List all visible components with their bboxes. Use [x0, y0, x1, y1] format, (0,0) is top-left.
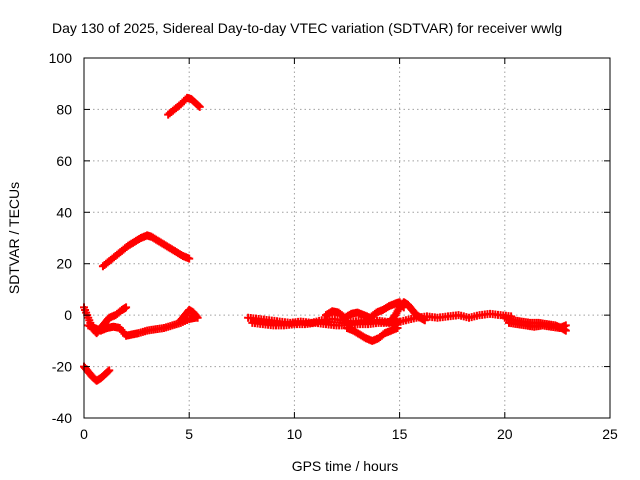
data-point	[393, 324, 402, 332]
data-point	[395, 317, 404, 326]
series-arc-long-b	[248, 317, 404, 330]
data-point	[185, 254, 194, 263]
data-point	[193, 313, 202, 322]
grid	[84, 58, 610, 418]
data-point	[195, 102, 204, 111]
y-tick-label: -20	[52, 359, 72, 375]
data-point	[105, 366, 114, 375]
y-axis-label: SDTVAR / TECUs	[6, 182, 22, 294]
ticks: 0 5 10 15 20 25 -40 -20 0 20 40 60 80 100	[49, 50, 618, 442]
series-arc-mid	[98, 231, 194, 271]
series-arc-dip	[343, 324, 402, 345]
data-point	[561, 321, 570, 330]
y-tick-label: 60	[56, 153, 72, 169]
y-tick-label: -40	[52, 410, 72, 426]
x-axis-label: GPS time / hours	[292, 458, 399, 474]
series-arc-near-zero-c	[176, 306, 202, 325]
x-tick-label: 15	[392, 426, 408, 442]
x-tick-label: 0	[80, 426, 88, 442]
plot-frame	[83, 57, 611, 419]
y-tick-label: 100	[49, 50, 73, 66]
y-tick-label: 80	[56, 101, 72, 117]
series-arc-tail-b	[505, 318, 570, 332]
x-tick-label: 5	[185, 426, 193, 442]
x-tick-label: 20	[497, 426, 513, 442]
x-tick-label: 25	[602, 426, 618, 442]
data-point	[420, 316, 429, 325]
series-arc-loop	[387, 298, 429, 325]
y-tick-label: 20	[56, 256, 72, 272]
data-marks	[80, 93, 570, 385]
data-point	[122, 303, 131, 312]
y-tick-label: 0	[64, 307, 72, 323]
chart-title: Day 130 of 2025, Sidereal Day-to-day VTE…	[52, 20, 562, 36]
x-tick-label: 10	[287, 426, 303, 442]
series-arc-high	[164, 93, 204, 119]
y-tick-label: 40	[56, 204, 72, 220]
